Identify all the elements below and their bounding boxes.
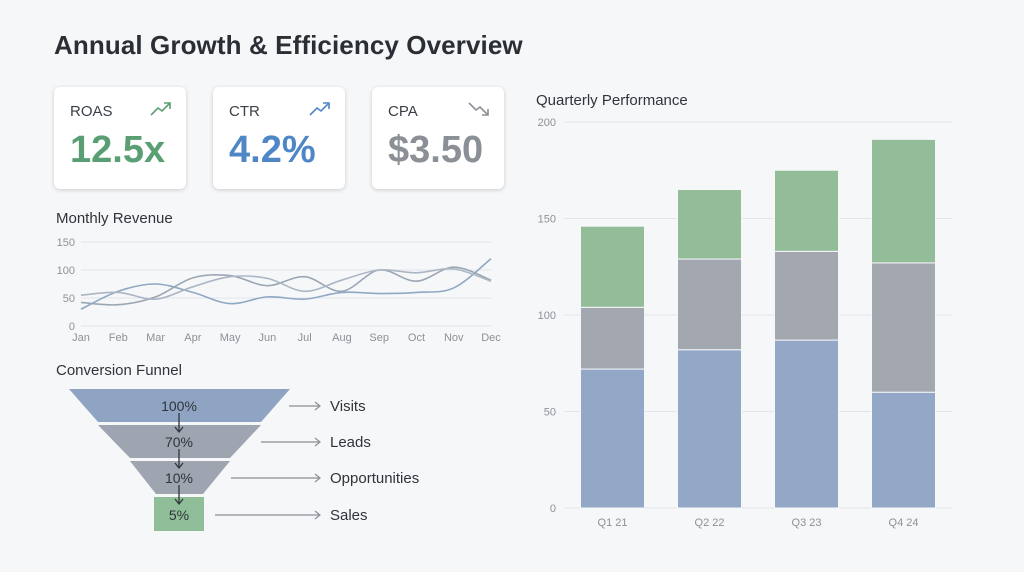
kpi-card-ctr: CTR 4.2%: [213, 87, 345, 189]
x-tick-label: Aug: [332, 332, 352, 344]
kpi-card-roas: ROAS 12.5x: [54, 87, 186, 189]
x-tick-label: Apr: [184, 332, 201, 344]
x-tick-label: Oct: [408, 332, 425, 344]
funnel-right-arrows: [215, 401, 321, 520]
funnel-stage-leads: [98, 425, 261, 458]
trend-down-icon: [468, 102, 489, 116]
y-tick-label: 0: [550, 503, 556, 515]
y-tick-label: 50: [63, 293, 75, 305]
x-tick-label: Feb: [109, 332, 128, 344]
trend-up-icon: [309, 102, 330, 116]
page-title: Annual Growth & Efficiency Overview: [54, 30, 523, 60]
kpi-value: 12.5x: [70, 129, 166, 171]
conversion-funnel-label: Conversion Funnel: [56, 362, 182, 379]
funnel-stage-opportunities: [130, 461, 230, 494]
kpi-label: ROAS: [70, 103, 113, 120]
kpi-value: 4.2%: [229, 129, 316, 171]
x-tick-label: Jul: [298, 332, 312, 344]
bar-segment: [871, 391, 936, 509]
y-tick-label: 150: [538, 214, 556, 226]
kpi-label: CPA: [388, 103, 418, 120]
funnel-stage-visits: [69, 389, 290, 422]
x-tick-label: Sep: [369, 332, 389, 344]
revenue-series-line: [80, 266, 492, 306]
x-tick-label: Dec: [481, 332, 501, 344]
bar-segment: [580, 306, 645, 370]
bar-segment: [580, 225, 645, 308]
y-tick-label: 50: [544, 407, 556, 419]
quarterly-performance-chart: 0 50 100 150 200 Q1 21 Q2 22 Q3 23 Q4 24: [538, 117, 952, 529]
x-tick-label: Q2 22: [695, 517, 725, 529]
funnel-percent: 5%: [169, 507, 189, 523]
bar-segment: [774, 169, 839, 252]
bar-segment: [774, 339, 839, 509]
monthly-revenue-chart: 0 50 100 150 Jan Feb Mar Apr May Jun Jul Aug Sep Oct N…: [57, 237, 502, 344]
x-tick-label: Jun: [258, 332, 276, 344]
y-tick-label: 100: [538, 310, 556, 322]
x-tick-label: Q3 23: [792, 517, 822, 529]
x-tick-label: May: [220, 332, 241, 344]
quarterly-performance-label: Quarterly Performance: [536, 92, 688, 109]
funnel-percent: 100%: [161, 398, 197, 414]
bar-segment: [677, 349, 742, 509]
trend-up-icon: [150, 102, 171, 116]
conversion-funnel: 100% 70% 10% 5% Visits Leads Opportuniti…: [69, 389, 419, 531]
funnel-stage-label: Visits: [330, 398, 366, 415]
x-tick-label: Nov: [444, 332, 464, 344]
funnel-down-arrows: [174, 413, 184, 506]
bar-segment: [677, 189, 742, 260]
funnel-stage-label: Opportunities: [330, 470, 419, 487]
funnel-stage-label: Leads: [330, 434, 371, 451]
y-tick-label: 150: [57, 237, 75, 249]
y-tick-label: 0: [69, 321, 75, 333]
kpi-label: CTR: [229, 103, 260, 120]
bar-segment: [580, 368, 645, 509]
kpi-value: $3.50: [388, 129, 484, 171]
revenue-series-line: [80, 258, 492, 310]
bar-segment: [774, 250, 839, 341]
x-tick-label: Q4 24: [889, 517, 919, 529]
kpi-card-cpa: CPA $3.50: [372, 87, 504, 189]
bar-segment: [677, 258, 742, 351]
x-tick-label: Mar: [146, 332, 165, 344]
x-tick-label: Jan: [72, 332, 90, 344]
monthly-revenue-label: Monthly Revenue: [56, 210, 173, 227]
revenue-series-line: [80, 267, 492, 300]
x-tick-label: Q1 21: [598, 517, 628, 529]
bar-segment: [871, 262, 936, 393]
funnel-stage-label: Sales: [330, 507, 368, 524]
funnel-percent: 70%: [165, 434, 193, 450]
funnel-percent: 10%: [165, 470, 193, 486]
bar-segment: [871, 138, 936, 264]
y-tick-label: 100: [57, 265, 75, 277]
y-tick-label: 200: [538, 117, 556, 129]
